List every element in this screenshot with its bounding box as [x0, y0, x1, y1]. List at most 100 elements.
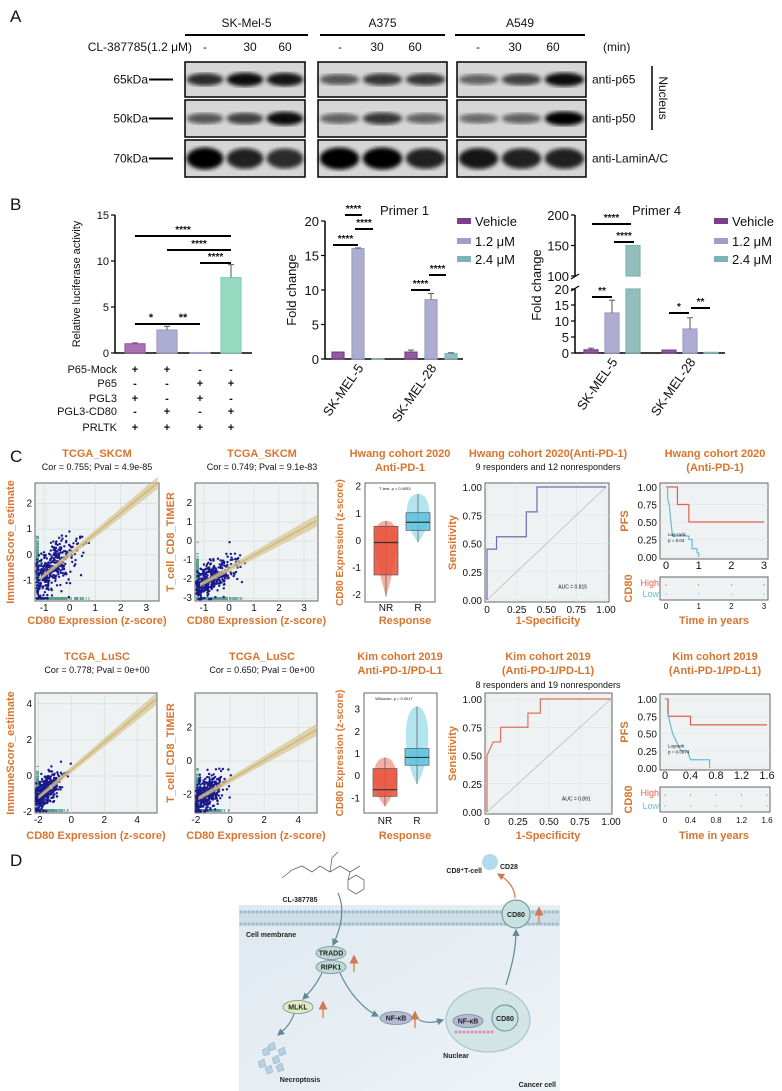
y-tick-label: 0.00 — [463, 808, 483, 819]
nuclear-label: Nuclear — [443, 1053, 469, 1060]
cd8-t-cell-icon — [482, 854, 498, 870]
data-point — [199, 789, 203, 793]
y-tick-label: -1 — [352, 563, 361, 574]
y-tick-label: 2 — [26, 499, 32, 510]
lipid-head — [443, 910, 447, 914]
data-point — [49, 561, 52, 565]
lipid-head — [387, 922, 391, 926]
data-point — [218, 767, 221, 770]
lipid-head — [331, 910, 335, 914]
data-point — [36, 591, 39, 594]
risk-table-tick-label: 1 — [696, 602, 701, 611]
nfkb-label: NF-κB — [386, 1016, 407, 1023]
data-point — [211, 780, 214, 783]
time-point-label: - — [338, 40, 342, 54]
data-point — [238, 554, 242, 557]
y-axis-label: Sensitivity — [447, 725, 459, 781]
condition-label: PGL3-CD80 — [57, 406, 117, 418]
data-point — [199, 567, 202, 570]
group-label: R — [413, 816, 420, 827]
legend-label: 2.4 μM — [475, 252, 515, 267]
significance-label: ** — [697, 297, 705, 308]
cell-membrane-label: Cell membrane — [246, 932, 296, 939]
data-point — [212, 564, 216, 568]
data-point — [35, 576, 39, 579]
risk-table-tick-label: 0 — [664, 602, 669, 611]
plot-title: TCGA_SKCM — [62, 448, 132, 460]
dna-strand — [486, 1030, 490, 1034]
blot-strip — [317, 139, 448, 178]
protein-band — [186, 147, 224, 170]
data-point — [37, 789, 41, 792]
dna-strand — [466, 1030, 470, 1034]
lipid-head — [383, 922, 387, 926]
legend-swatch — [714, 256, 728, 262]
data-point — [199, 593, 202, 597]
lipid-head — [391, 910, 395, 914]
bar — [189, 351, 211, 354]
lipid-head — [283, 922, 287, 926]
lipid-head — [531, 910, 535, 914]
data-point — [41, 777, 44, 781]
data-point — [57, 555, 60, 558]
lipid-head — [395, 922, 399, 926]
y-tick-label: 20 — [305, 214, 319, 229]
risk-table-tick-label: 0 — [663, 816, 668, 825]
data-point — [40, 562, 43, 565]
lipid-head — [387, 910, 391, 914]
plot-title: TCGA_SKCM — [227, 448, 297, 460]
y-tick-label: 0.50 — [463, 540, 483, 551]
data-point — [49, 777, 52, 781]
panel-label-b: B — [10, 195, 21, 214]
data-point — [213, 780, 216, 784]
data-point — [225, 552, 228, 556]
y-tick-label: -1 — [183, 555, 192, 566]
data-point — [53, 549, 57, 552]
data-point — [204, 576, 207, 579]
y-axis-label: CD80 Expression (z-score) — [335, 479, 346, 606]
lipid-head — [487, 922, 491, 926]
x-tick-label: -1 — [200, 603, 209, 614]
protein-band — [544, 72, 585, 87]
ripk1-to-mlkl-arrow — [302, 972, 323, 1000]
data-point — [59, 569, 62, 572]
condition-sign: - — [198, 406, 202, 418]
y-tick-label: 15 — [305, 249, 319, 264]
panel-d-pathway-diagram: D CL-387785 Cell membrane TRADD RIPK1 MLKL NF-… — [10, 851, 560, 1091]
bar — [583, 349, 599, 354]
y-tick-label: 0 — [103, 348, 109, 360]
lipid-head — [343, 910, 347, 914]
data-point — [223, 564, 226, 567]
protein-band — [226, 148, 264, 169]
lipid-head — [539, 922, 543, 926]
regression-line — [37, 698, 157, 798]
group-label: NR — [379, 603, 393, 614]
x-axis-label: 1-Specificity — [516, 615, 582, 627]
y-tick-label: 0.00 — [463, 596, 483, 607]
condition-sign: + — [132, 393, 138, 405]
risk-table-tick-label: 0.8 — [710, 816, 722, 825]
data-point — [207, 796, 210, 800]
x-tick-label: 3 — [301, 603, 307, 614]
x-tick-label: 0.8 — [708, 770, 723, 782]
data-point — [38, 559, 42, 563]
x-tick-label: 4 — [295, 815, 301, 826]
y-tick-label: 0.50 — [463, 752, 483, 763]
data-point — [207, 590, 210, 593]
data-point — [223, 583, 226, 586]
x-tick-label: -2 — [191, 815, 200, 826]
plot-frame — [659, 482, 769, 560]
x-axis-label: Time in years — [679, 615, 749, 627]
x-tick-label: 0 — [663, 560, 669, 572]
data-point — [49, 557, 52, 561]
condition-sign: + — [197, 378, 203, 390]
data-point — [226, 574, 230, 577]
significance-label: **** — [346, 204, 362, 215]
y-tick-label: -3 — [183, 593, 192, 604]
data-point — [203, 596, 206, 600]
data-point — [74, 539, 78, 543]
data-point — [43, 554, 47, 557]
protein-band — [226, 72, 264, 87]
data-point — [59, 788, 62, 791]
